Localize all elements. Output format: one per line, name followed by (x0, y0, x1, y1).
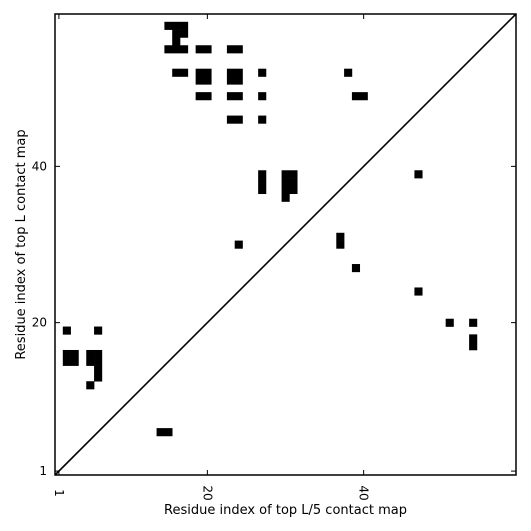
contact-cell (172, 21, 181, 30)
contact-cell (94, 357, 103, 366)
contact-cell (226, 115, 236, 124)
contact-cell (258, 115, 267, 124)
x-tick-label: 1 (52, 489, 66, 497)
x-tick-label: 20 (200, 485, 214, 500)
contact-cell (86, 381, 95, 390)
contact-cell (258, 68, 267, 77)
contact-cell (180, 68, 189, 77)
contact-cell (234, 68, 243, 77)
plot-frame (54, 13, 517, 476)
y-axis-ticks: 1 20 40 (32, 159, 516, 478)
x-axis-title: Residue index of top L/5 contact map (164, 503, 407, 518)
contact-cell (414, 287, 423, 296)
contact-cell (203, 92, 212, 101)
contact-cell (351, 264, 361, 273)
contact-cell (86, 357, 95, 366)
contact-cell (94, 365, 103, 374)
contact-cell (281, 185, 290, 195)
contact-cell (180, 45, 189, 54)
contact-cell (164, 428, 173, 437)
contact-cells (62, 21, 478, 437)
contact-cell (234, 92, 243, 101)
contact-cell (94, 349, 103, 359)
contact-cell (164, 21, 173, 30)
contact-cell (258, 185, 267, 195)
contact-cell (180, 21, 189, 30)
contact-cell (180, 29, 189, 38)
contact-cell (203, 68, 212, 77)
diagonal-line (54, 13, 517, 476)
contact-cell (234, 240, 243, 249)
contact-cell (445, 318, 454, 327)
contact-cell (281, 178, 290, 187)
contact-cell (172, 29, 181, 38)
contact-cell (234, 76, 243, 85)
contact-cell (258, 178, 267, 187)
x-tick-label: 40 (357, 485, 371, 500)
contact-cell (359, 92, 368, 101)
contact-cell (164, 45, 173, 54)
contact-cell (234, 45, 243, 54)
contact-cell (172, 37, 181, 46)
contact-cell (226, 76, 236, 85)
contact-cell (469, 342, 478, 351)
y-tick-label: 1 (39, 464, 47, 478)
contact-cell (203, 45, 212, 54)
contact-cell (62, 349, 71, 359)
contact-cell (94, 373, 103, 382)
contact-cell (195, 76, 204, 85)
y-axis-title: Residue index of top L contact map (14, 129, 29, 359)
y-tick-label: 20 (32, 316, 47, 330)
contact-cell (70, 349, 79, 359)
contact-cell (86, 349, 95, 359)
contact-cell (289, 178, 298, 187)
contact-cell (344, 68, 353, 77)
contact-cell (289, 170, 298, 179)
contact-cell (469, 318, 478, 327)
contact-cell (336, 240, 345, 249)
contact-cell (258, 170, 267, 179)
contact-cell (258, 92, 267, 101)
contact-cell (226, 92, 236, 101)
contact-cell (94, 326, 103, 335)
contact-cell (172, 45, 181, 54)
contact-cell (195, 45, 204, 54)
contact-cell (195, 92, 204, 101)
y-tick-label: 40 (32, 159, 47, 173)
contact-cell (203, 76, 212, 85)
contact-cell (336, 232, 345, 241)
contact-cell (234, 115, 243, 124)
contact-cell (62, 326, 71, 335)
contact-cell (172, 68, 181, 77)
x-axis-ticks: 1 20 40 (52, 14, 371, 501)
contact-cell (289, 185, 298, 195)
contact-cell (195, 68, 204, 77)
contact-cell (62, 357, 71, 366)
contact-cell (70, 357, 79, 366)
contact-cell (351, 92, 361, 101)
contact-cell (469, 334, 478, 343)
contact-cell (226, 68, 236, 77)
contact-cell (281, 170, 290, 179)
contact-cell (156, 428, 165, 437)
contact-cell (281, 193, 290, 202)
contact-cell (226, 45, 236, 54)
contact-cell (414, 170, 423, 179)
